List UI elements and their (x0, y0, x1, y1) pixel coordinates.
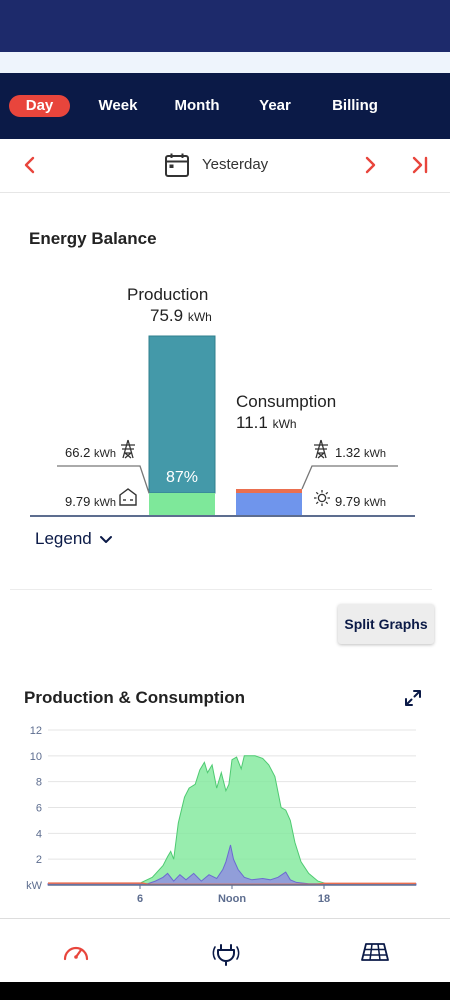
y-tick-label: 4 (36, 828, 42, 840)
legend-toggle[interactable]: Legend (35, 529, 113, 549)
consumption-label: Consumption (236, 392, 337, 411)
legend-label: Legend (35, 529, 92, 548)
chevron-left-icon[interactable] (18, 153, 42, 177)
date-label[interactable]: Yesterday (202, 156, 269, 173)
production-label: Production (127, 285, 209, 304)
calendar-icon[interactable] (164, 152, 190, 178)
date-navigation: Yesterday (0, 139, 450, 193)
production-unit: kWh (187, 310, 212, 324)
feed-in-connector (57, 465, 150, 494)
section-divider (10, 589, 432, 590)
header-strip (0, 52, 450, 73)
production-value: 75.9 kWh (150, 306, 212, 326)
skip-to-latest-icon[interactable] (408, 153, 432, 177)
gauge-icon[interactable] (61, 937, 91, 967)
split-graphs-button[interactable]: Split Graphs (338, 604, 434, 644)
grid-purchase-value: 1.32 kWh (335, 445, 386, 460)
production-amount: 75.9 (150, 306, 184, 325)
production-consumption-chart[interactable]: 2 4 6 8 10 12 kW 6 Noon 18 (0, 715, 450, 910)
system-navigation-bar (0, 982, 450, 1000)
power-pylon-icon (121, 439, 135, 459)
grid-purchase-amount: 1.32 (335, 445, 361, 460)
solar-consumption-value: 9.79 kWh (335, 494, 386, 509)
y-axis-label: kW (26, 880, 43, 892)
house-icon (119, 488, 137, 506)
chevron-right-icon[interactable] (358, 153, 382, 177)
purchase-connector (301, 465, 398, 490)
grid-feed-in-unit: kWh (93, 448, 116, 460)
grid-purchase-bar[interactable] (236, 489, 302, 493)
power-pylon-icon (314, 439, 328, 459)
y-tick-label: 2 (36, 854, 42, 866)
x-tick-label: 6 (137, 893, 143, 905)
consumption-unit: kWh (272, 417, 297, 431)
y-tick-label: 10 (30, 751, 42, 763)
self-consumption-percent: 87% (165, 469, 199, 486)
plug-icon[interactable] (211, 937, 241, 967)
series-area-production (48, 755, 416, 886)
solar-consumption-amount: 9.79 (335, 494, 361, 509)
energy-balance-graphic (30, 335, 415, 517)
self-consumption-unit: kWh (93, 497, 116, 509)
chevron-down-icon (100, 535, 113, 543)
self-consumption-bar[interactable] (149, 493, 215, 516)
period-tabs: Day Week Month Year Billing (0, 73, 450, 139)
tab-month[interactable]: Month (174, 97, 220, 114)
y-tick-label: 12 (30, 725, 42, 737)
grid-feed-in-amount: 66.2 (65, 445, 91, 460)
x-tick-label: 18 (318, 893, 330, 905)
production-consumption-title: Production & Consumption (24, 688, 245, 707)
bottom-navigation (0, 918, 450, 982)
status-bar (0, 0, 450, 52)
y-tick-label: 8 (36, 777, 42, 789)
x-tick-label: Noon (218, 893, 246, 905)
solar-consumption-bar[interactable] (236, 493, 302, 516)
sun-icon (314, 490, 330, 506)
series-area-consumption (47, 844, 417, 886)
tab-day[interactable]: Day (9, 95, 70, 117)
y-tick-label: 6 (36, 803, 42, 815)
tab-week[interactable]: Week (98, 97, 138, 114)
production-bar[interactable] (148, 335, 216, 494)
consumption-value: 11.1 kWh (236, 413, 297, 433)
self-consumption-value: 9.79 kWh (65, 494, 116, 509)
self-consumption-amount: 9.79 (65, 494, 91, 509)
tab-year[interactable]: Year (259, 97, 291, 114)
grid-feed-in-value: 66.2 kWh (65, 445, 116, 460)
solar-consumption-unit: kWh (363, 497, 386, 509)
expand-icon[interactable] (404, 689, 422, 707)
solar-panel-icon[interactable] (360, 937, 390, 967)
consumption-amount: 11.1 (236, 413, 268, 432)
energy-balance-title: Energy Balance (29, 229, 157, 248)
grid-purchase-unit: kWh (363, 448, 386, 460)
tab-billing[interactable]: Billing (332, 97, 378, 114)
